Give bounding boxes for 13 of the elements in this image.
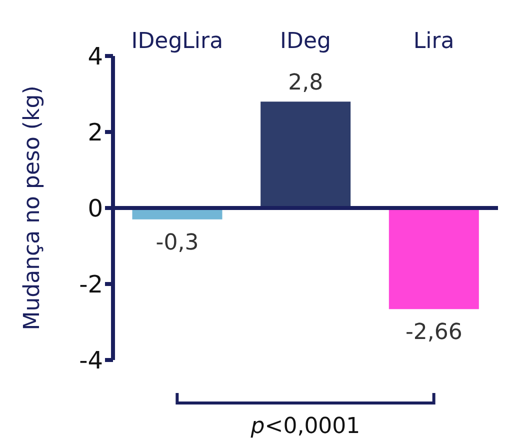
y-tick-label: -2 bbox=[79, 270, 103, 299]
x-tick-label: Lira bbox=[413, 29, 454, 54]
y-tick-label: 2 bbox=[88, 118, 103, 147]
y-axis-title: Mudança no peso (kg) bbox=[20, 86, 45, 330]
x-tick-label: IDegLira bbox=[131, 29, 224, 54]
data-label: -0,3 bbox=[156, 230, 199, 256]
data-label: -2,66 bbox=[405, 320, 462, 346]
data-label: 2,8 bbox=[288, 70, 324, 96]
y-tick-label: 4 bbox=[88, 42, 103, 71]
y-tick-label: 0 bbox=[88, 194, 103, 223]
text: p<0,0001 bbox=[250, 414, 360, 439]
y-tick-label: -4 bbox=[79, 346, 103, 375]
x-tick-label: IDeg bbox=[280, 29, 331, 54]
